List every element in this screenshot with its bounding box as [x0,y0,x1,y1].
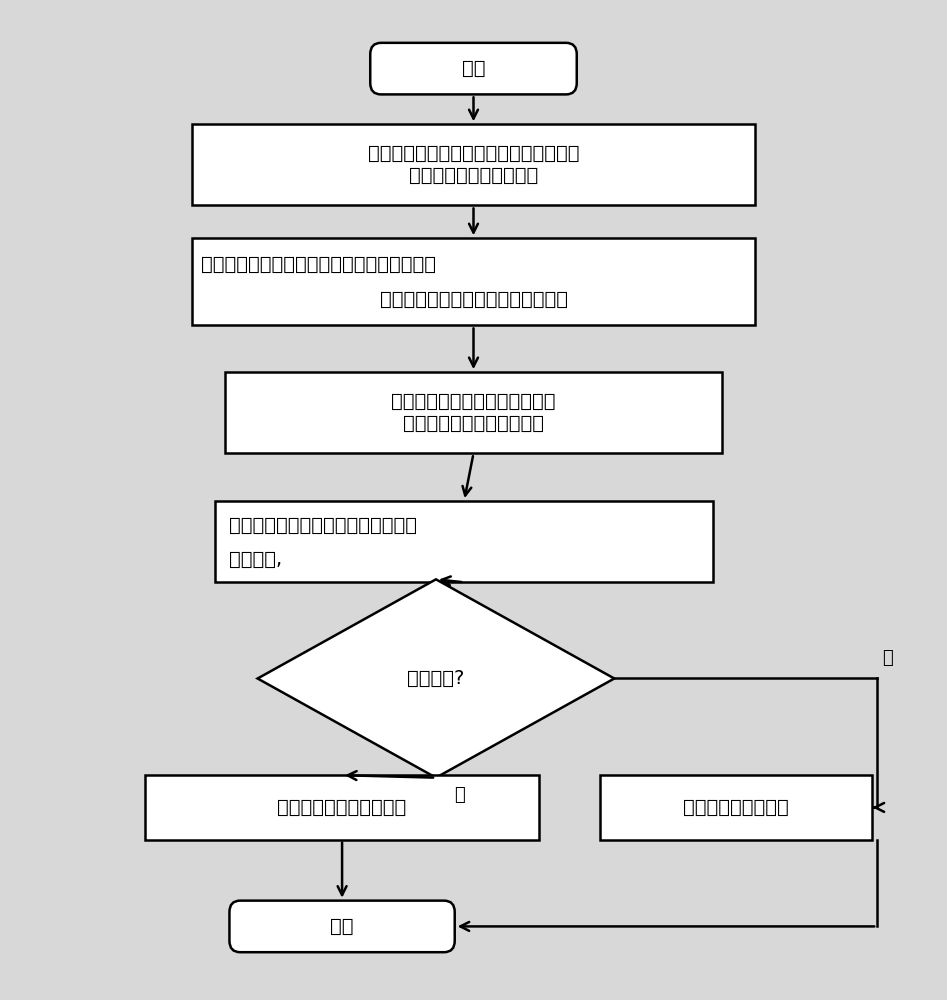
Text: 接入点信息调度服务器接收到移动终端的
下一个或多个预测接入点: 接入点信息调度服务器接收到移动终端的 下一个或多个预测接入点 [367,144,580,185]
Bar [224,372,723,453]
FancyBboxPatch shape [370,43,577,94]
Bar [215,501,713,582]
Polygon shape [258,579,615,778]
Text: 是: 是 [454,786,465,804]
Text: 等待移动终端的连接: 等待移动终端的连接 [684,798,789,817]
Text: 删除连接信息和认证信息: 删除连接信息和认证信息 [277,798,406,817]
Text: 将上述连接信息和认证信息转发
至预测的一个或多个接入点: 将上述连接信息和认证信息转发 至预测的一个或多个接入点 [391,392,556,433]
Text: 等待超时?: 等待超时? [407,669,465,688]
Bar [192,238,755,325]
Bar [192,124,755,205]
Text: 预测接入点在路由表加入移动终端的: 预测接入点在路由表加入移动终端的 [229,516,418,535]
Text: 否: 否 [882,649,893,667]
Text: 开始: 开始 [462,59,485,78]
Text: 入口表项,: 入口表项, [229,550,282,569]
Text: 结束: 结束 [331,917,354,936]
Text: 接入点信息调度服务器从与移动终端的当前连: 接入点信息调度服务器从与移动终端的当前连 [202,254,437,273]
Bar [145,775,539,840]
Bar [600,775,872,840]
FancyBboxPatch shape [229,901,455,952]
Text: 接的接入点获取连接信息和认证信息: 接的接入点获取连接信息和认证信息 [380,290,567,309]
